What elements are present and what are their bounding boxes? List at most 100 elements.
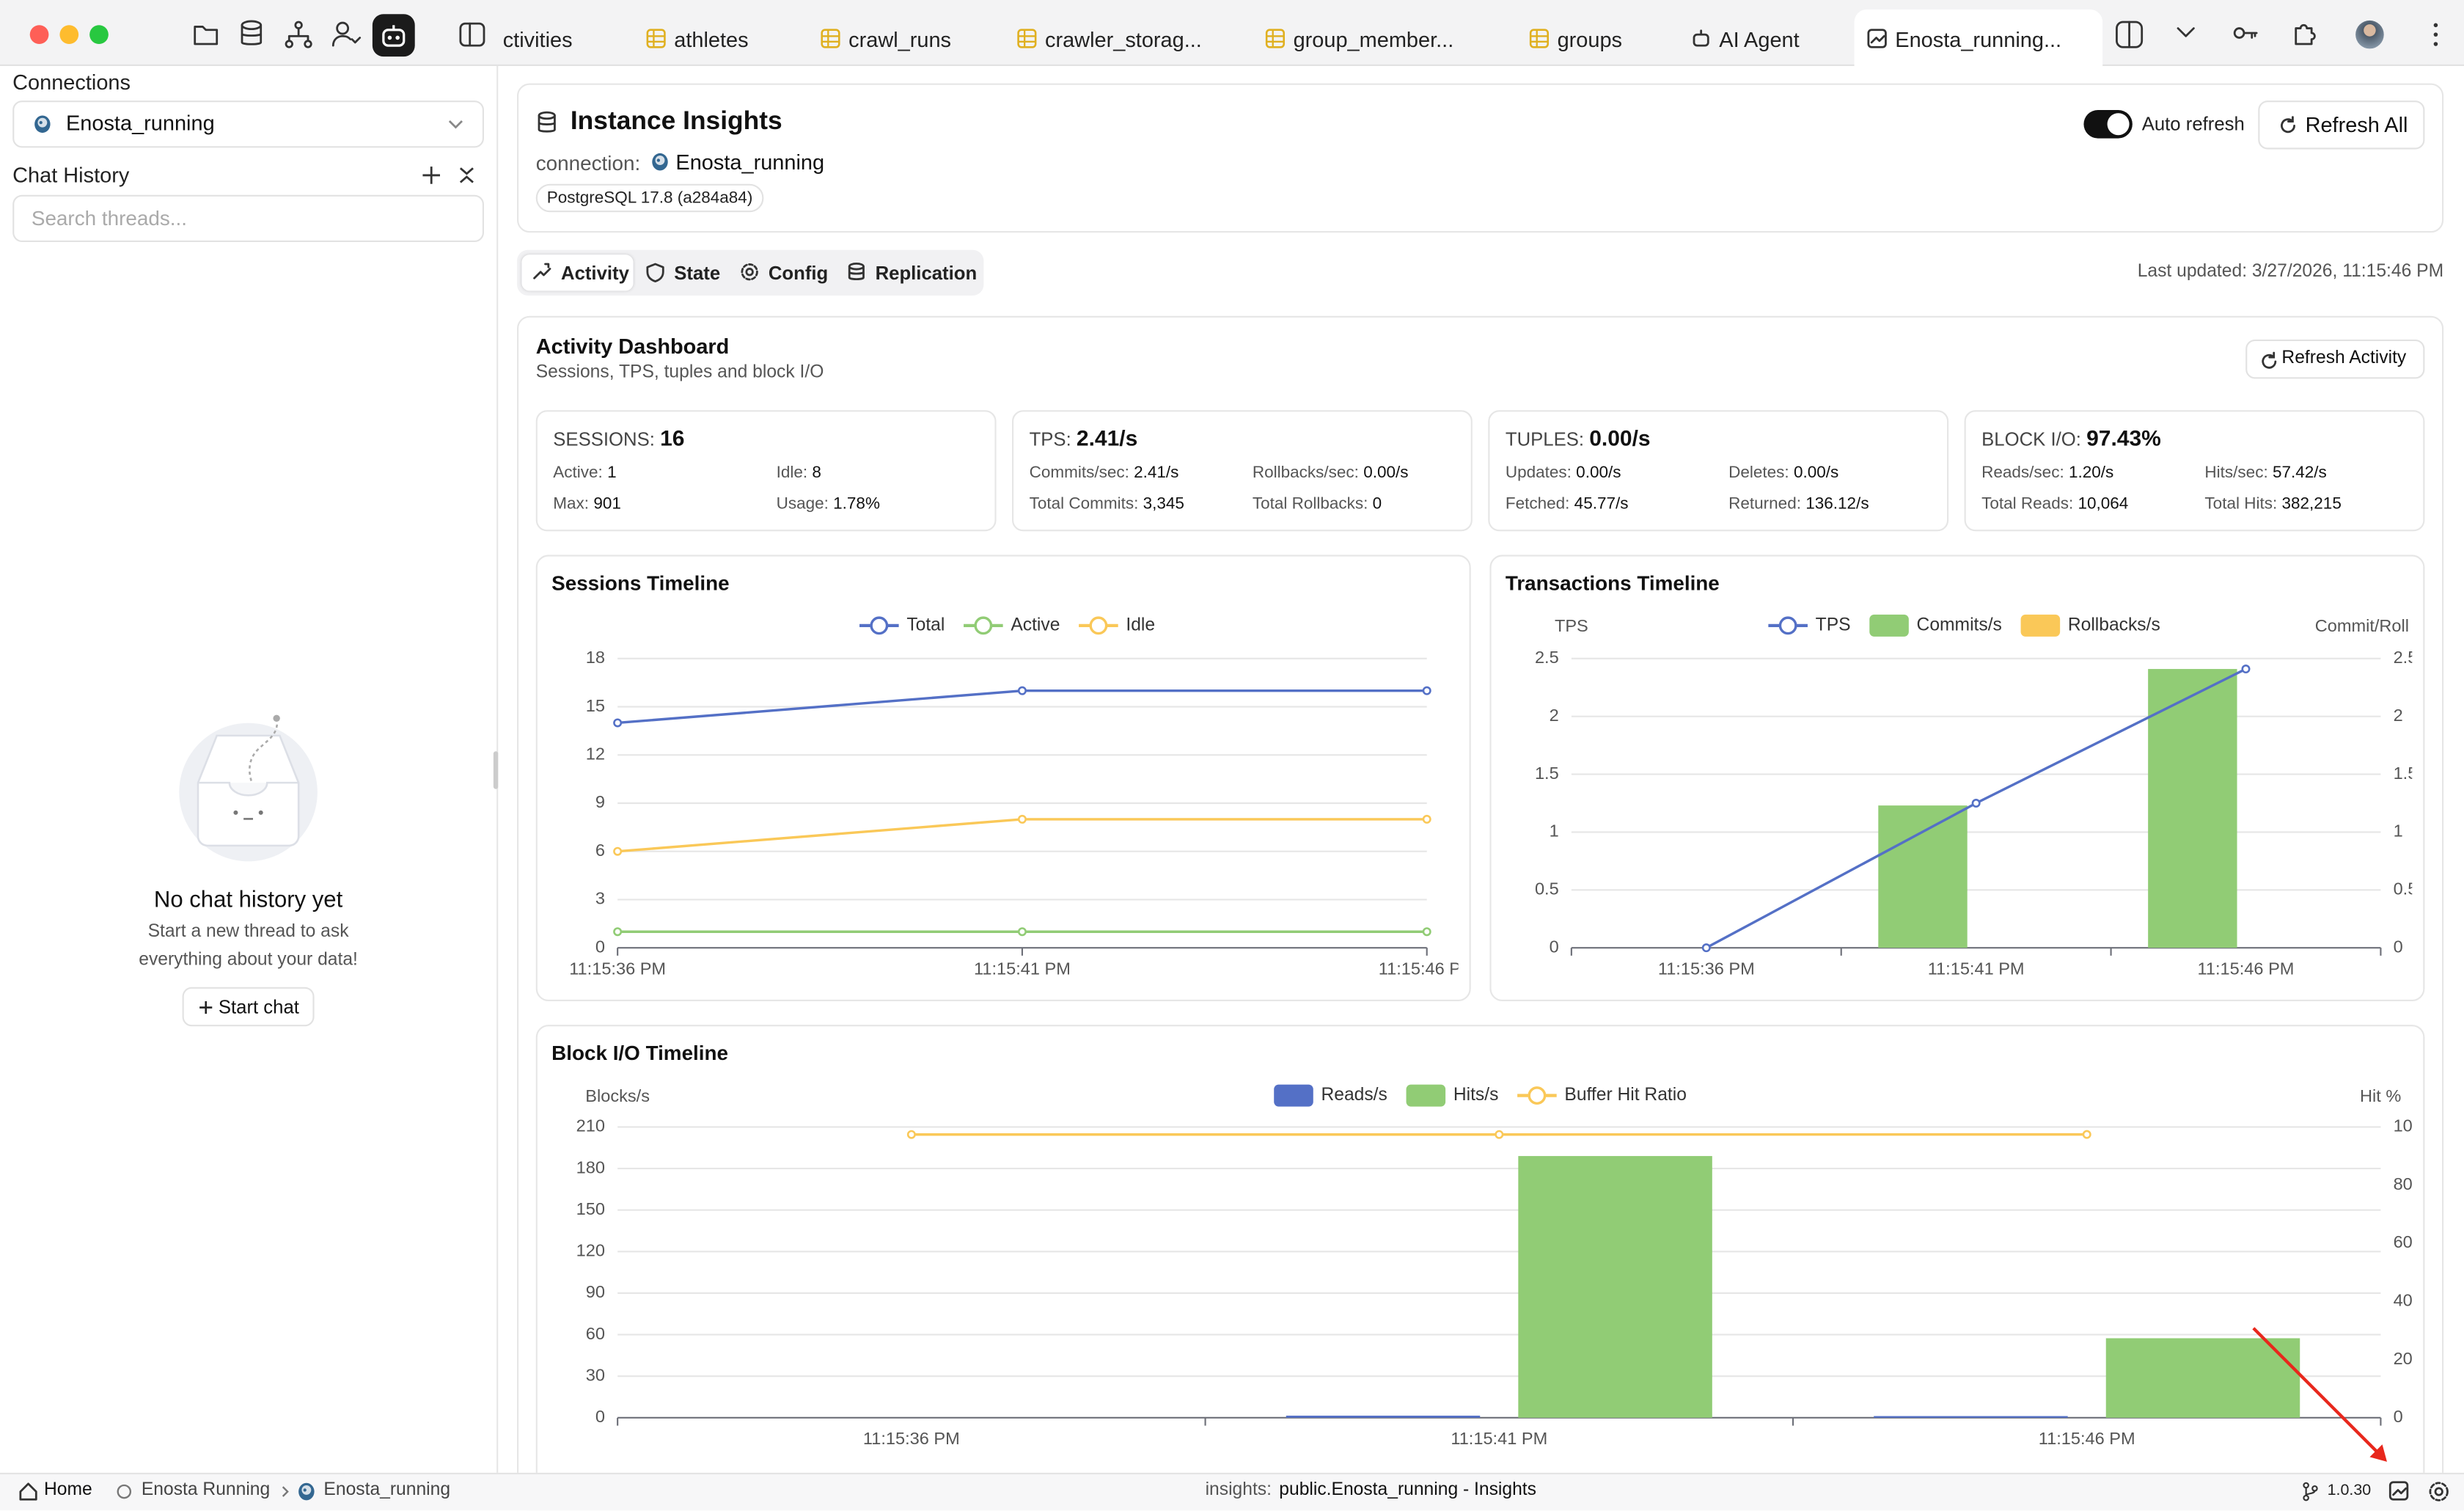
- subtab-label: Activity: [561, 262, 629, 285]
- tab-icon-part: [1265, 29, 1285, 48]
- stat-label: TPS:: [1029, 428, 1071, 451]
- tab[interactable]: crawler_storag...: [1004, 10, 1243, 66]
- version-badge: PostgreSQL 17.8 (a284a84): [535, 183, 764, 213]
- toggle-knob: [2107, 113, 2130, 136]
- circle-icon-part: [117, 1484, 132, 1499]
- tab-icon: [1017, 29, 1037, 48]
- postgres-icon-part: [39, 121, 43, 125]
- tab-icon: [1867, 29, 1887, 48]
- tab[interactable]: group_member...: [1253, 10, 1504, 66]
- stat-item: Fetched: 45.77/s: [1506, 494, 1629, 514]
- stat-item: Rollbacks/sec: 0.00/s: [1253, 464, 1409, 483]
- window-control[interactable]: [29, 25, 49, 44]
- robot-icon: [382, 25, 406, 47]
- insights-header-card: [517, 83, 2444, 233]
- stat-item-label: Active:: [553, 463, 603, 483]
- robot-icon-part: [387, 35, 392, 40]
- status-value: public.Enosta_running - Insights: [1279, 1480, 1536, 1500]
- tab-icon-part: [1867, 29, 1887, 48]
- connection-select[interactable]: Enosta_running: [12, 100, 484, 148]
- schema-icon-part: [287, 27, 309, 43]
- tab-icon: [821, 29, 840, 48]
- breadcrumb[interactable]: Enosta_running: [323, 1480, 451, 1500]
- stat-label: BLOCK I/O:: [1981, 428, 2081, 451]
- page-title: Instance Insights: [570, 106, 782, 136]
- stat-item-value: 8: [812, 463, 821, 483]
- tab-label: Enosta_running...: [1895, 28, 2062, 52]
- tab[interactable]: Enosta_running...: [1854, 9, 2103, 67]
- stat-heading: BLOCK I/O: 97.43%: [1981, 425, 2161, 452]
- dashboard-subtitle: Sessions, TPS, tuples and block I/O: [535, 363, 824, 382]
- plus-icon: [199, 1001, 213, 1014]
- start-chat-button[interactable]: Start chat: [182, 987, 315, 1027]
- stat-item-value: 0: [1372, 494, 1382, 514]
- stat-item-label: Rollbacks/sec:: [1252, 463, 1359, 483]
- tab-icon-part: [821, 29, 840, 48]
- stat-item: Max: 901: [553, 494, 621, 514]
- stat-item-value: 0.00/s: [1793, 463, 1839, 483]
- refresh-activity-button[interactable]: Refresh Activity: [2245, 339, 2425, 379]
- button-label: Refresh Activity: [2281, 348, 2407, 368]
- refresh-icon: [2281, 116, 2295, 133]
- insights-icon: [2388, 1481, 2409, 1501]
- stat-item-label: Idle:: [776, 463, 808, 483]
- select-chevron-part: [448, 120, 463, 129]
- stat-item: Total Reads: 10,064: [1981, 494, 2128, 514]
- postgres-icon: [298, 1482, 315, 1501]
- ai-button[interactable]: [372, 14, 415, 57]
- stat-item: Hits/sec: 57.42/s: [2204, 464, 2326, 483]
- menu-icon-part: [2433, 42, 2438, 46]
- button-label: Refresh All: [2305, 113, 2408, 137]
- postgres-icon: [652, 153, 668, 171]
- empty-illustration: [179, 714, 318, 862]
- empty-illustration-part: [233, 810, 238, 815]
- empty-illustration-part: [273, 714, 280, 722]
- refresh-all-button[interactable]: Refresh All: [2258, 100, 2425, 150]
- stat-item: Total Rollbacks: 0: [1253, 494, 1382, 514]
- folder-icon-part: [194, 26, 219, 45]
- tab[interactable]: groups: [1517, 10, 1669, 66]
- postgres-icon-part: [656, 158, 660, 162]
- avatar[interactable]: [2355, 20, 2384, 49]
- subtab-icon: [848, 262, 865, 281]
- collapse-icon-part: [459, 167, 474, 183]
- users-icon: [331, 21, 362, 47]
- users-icon-part: [336, 21, 350, 35]
- stat-item-value: 2.41/s: [1134, 463, 1179, 483]
- tab-icon-part: [1693, 33, 1709, 47]
- tab[interactable]: AI Agent: [1679, 10, 1842, 66]
- window-control[interactable]: [89, 25, 109, 44]
- tab[interactable]: athletes: [634, 10, 800, 66]
- chart-card: [1489, 555, 2425, 1001]
- tab-icon: [646, 29, 666, 48]
- branch-icon: [2303, 1482, 2318, 1501]
- chart-card: [535, 555, 1471, 1001]
- tab-icon-part: [1529, 29, 1549, 48]
- window-control[interactable]: [59, 25, 79, 44]
- menu-icon-part: [2433, 23, 2438, 28]
- stat-label: SESSIONS:: [553, 428, 655, 451]
- tab[interactable]: crawl_runs: [807, 10, 996, 66]
- tab-icon-part: [1017, 29, 1037, 48]
- stat-item-label: Returned:: [1728, 494, 1801, 514]
- stat-item-label: Reads/sec:: [1981, 463, 2064, 483]
- tab[interactable]: ctivities: [499, 10, 625, 66]
- stat-item-value: 1.20/s: [2068, 463, 2114, 483]
- folder-icon: [194, 26, 219, 45]
- add-thread-icon-part: [422, 167, 440, 184]
- breadcrumb-home[interactable]: Home: [44, 1480, 92, 1500]
- empty-title: No chat history yet: [153, 888, 343, 913]
- subtab-icon-part: [848, 265, 865, 281]
- subtab-icon: [741, 263, 758, 281]
- tab-icon-part: [646, 29, 666, 48]
- breadcrumb[interactable]: Enosta Running: [141, 1480, 271, 1500]
- subtab-label: Replication: [875, 262, 978, 285]
- database-icon-part: [538, 111, 556, 120]
- search-input[interactable]: Search threads...: [12, 194, 484, 242]
- stat-card: BLOCK I/O: 97.43% Reads/sec: 1.20/s Hits/s…: [1964, 410, 2425, 532]
- stat-item-value: 3,345: [1143, 494, 1184, 514]
- empty-illustration-part: [249, 718, 279, 782]
- stat-heading: TUPLES: 0.00/s: [1506, 425, 1651, 452]
- refresh-icon-part: [2262, 351, 2277, 369]
- branch-icon-part: [2311, 1485, 2318, 1492]
